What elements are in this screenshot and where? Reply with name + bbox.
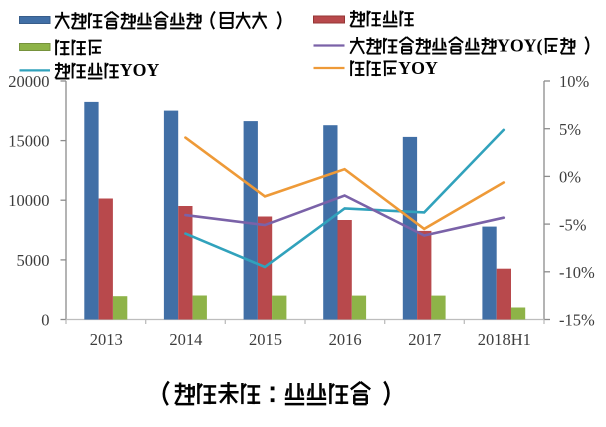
svg-text:0: 0 [41,311,49,330]
svg-text:-5%: -5% [559,215,587,234]
svg-text:0%: 0% [559,168,581,187]
svg-text:10%: 10% [559,72,590,91]
svg-text:5000: 5000 [17,251,50,270]
svg-text:20000: 20000 [8,72,49,91]
svg-text:YOY: YOY [120,60,160,80]
svg-text:-10%: -10% [559,263,595,282]
svg-text:YOY: YOY [398,58,438,78]
svg-text:5%: 5% [559,120,581,139]
svg-text:2013: 2013 [90,330,123,349]
svg-text:10000: 10000 [8,191,49,210]
svg-text:2016: 2016 [329,330,362,349]
svg-text:2015: 2015 [249,330,282,349]
svg-text:2017: 2017 [408,330,441,349]
svg-text:YOY(: YOY( [497,35,543,56]
svg-text:15000: 15000 [8,132,49,151]
svg-text:-15%: -15% [559,311,595,330]
svg-text:2018H1: 2018H1 [478,330,531,349]
svg-text:2014: 2014 [169,330,202,349]
